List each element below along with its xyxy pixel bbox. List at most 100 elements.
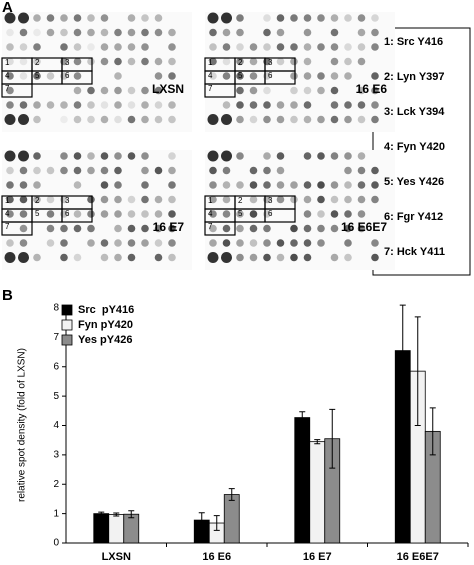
blot-spot [100, 195, 109, 204]
blot-spot [263, 224, 271, 233]
blot-spot [330, 210, 339, 218]
blot-spot [33, 253, 41, 262]
blot-spot [344, 72, 352, 80]
box-number: 7 [208, 222, 213, 231]
blot-spot [19, 224, 28, 233]
blot-spot [33, 28, 41, 37]
panel-label: A [2, 0, 13, 16]
x-tick-label: 16 E7 [303, 551, 332, 563]
blot-spot [344, 14, 352, 22]
blot-spot [127, 152, 136, 160]
blot-spot [357, 195, 366, 204]
blot-spot [236, 28, 244, 37]
box-number: 6 [268, 209, 273, 218]
blot-spot [276, 166, 285, 175]
bar [123, 513, 140, 544]
blot-spot [114, 57, 122, 66]
blot-spot [330, 43, 339, 51]
blot-spot [344, 210, 352, 218]
blot-spot [114, 253, 122, 262]
blot-spot [330, 57, 339, 66]
error-bar [228, 488, 235, 501]
blot-spot [87, 210, 95, 218]
blot-spot [344, 101, 352, 109]
blot-spot [249, 101, 258, 109]
blot-spot [19, 195, 28, 204]
box-number: 2 [238, 196, 243, 205]
blot-spot [141, 57, 149, 66]
blot-spot [73, 253, 82, 262]
blot-spot [6, 43, 14, 51]
box-number: 5 [35, 71, 40, 80]
blot-spot [290, 86, 298, 95]
box-number: 6 [268, 71, 273, 80]
blot-spot [18, 150, 29, 162]
blot-spot [207, 114, 219, 125]
blot-spot [73, 152, 82, 160]
error-bar [429, 407, 436, 456]
blot-spot [290, 43, 298, 51]
blot-spot [33, 166, 41, 175]
blot-spot [330, 101, 339, 109]
blot-spot [127, 14, 136, 22]
blot-spot [330, 86, 339, 95]
blot-spot [168, 210, 176, 218]
box-number: 4 [208, 209, 213, 218]
blot-spot [276, 195, 285, 204]
blot-spot [154, 72, 163, 80]
blot-spot [73, 28, 82, 37]
blot-spot [344, 152, 352, 160]
blot-spot [371, 72, 379, 80]
blot-spot [330, 72, 339, 80]
blot-spot [249, 210, 258, 218]
blot-spot [371, 115, 379, 124]
blot-spot [46, 224, 55, 233]
blot-spot [127, 43, 136, 51]
blot-spot [154, 210, 163, 218]
box-number: 5 [238, 209, 243, 218]
spot-box [204, 83, 236, 98]
blot-spot [168, 28, 176, 37]
blot-spot [317, 195, 325, 204]
blot-spot [73, 224, 82, 233]
blot-spot [100, 43, 109, 51]
blot-spot [344, 195, 352, 204]
blot-spot [4, 114, 16, 125]
blot-spot [371, 14, 379, 22]
error-bar [399, 304, 406, 397]
blot-spot [222, 210, 231, 218]
box-number: 5 [238, 71, 243, 80]
y-tick-label: 3 [53, 450, 59, 461]
blot-spot [222, 101, 231, 109]
blot-spot [290, 195, 298, 204]
blot-spot [114, 72, 122, 80]
box-number: 4 [5, 71, 10, 80]
y-tick-label: 0 [53, 538, 59, 549]
blot-spot [154, 101, 163, 109]
blot-spot [141, 239, 149, 247]
blot-spot [100, 86, 109, 95]
blot-spot [60, 43, 68, 51]
blot-spot [249, 115, 258, 124]
blot-spot [263, 14, 271, 22]
blot-spot [87, 101, 95, 109]
blot-spot [357, 43, 366, 51]
spot-box [204, 221, 236, 236]
blot-spot [100, 181, 109, 189]
blot-spot [87, 43, 95, 51]
blot-spot [371, 86, 379, 95]
blot-spot [317, 210, 325, 218]
blot-spot [6, 72, 14, 80]
blot-spot [236, 14, 244, 22]
box-number: 1 [208, 196, 213, 205]
blot-spot [73, 14, 82, 22]
blot-spot [357, 28, 366, 37]
blot-spot [236, 210, 244, 218]
blot-spot [46, 28, 55, 37]
blot-spot [6, 57, 14, 66]
blot-spot [263, 152, 271, 160]
legend-entry: 3: Lck Y394 [384, 106, 445, 118]
blot-spot [290, 115, 298, 124]
blot-spot [303, 224, 312, 233]
